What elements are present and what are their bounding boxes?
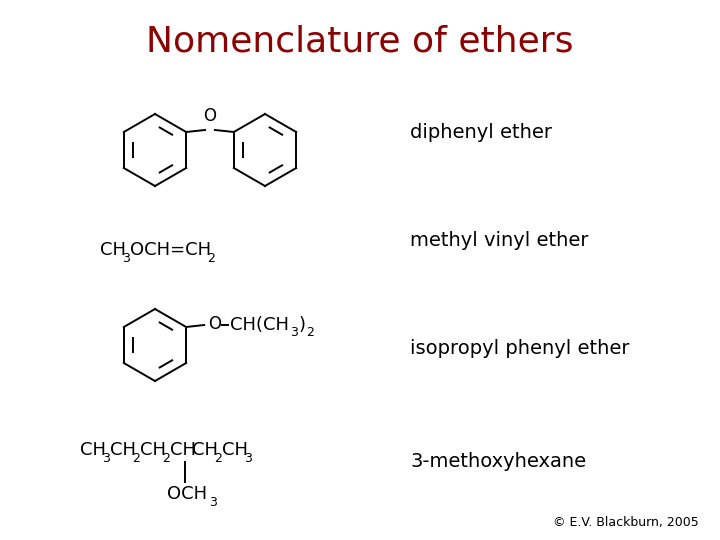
Text: CH: CH [170,441,196,459]
Text: isopropyl phenyl ether: isopropyl phenyl ether [410,339,630,358]
Text: 3: 3 [122,252,130,265]
Text: 3: 3 [244,451,252,464]
Text: O: O [208,315,221,333]
Text: CH: CH [192,441,218,459]
Text: CH: CH [140,441,166,459]
Text: Nomenclature of ethers: Nomenclature of ethers [146,24,574,58]
Text: © E.V. Blackburn, 2005: © E.V. Blackburn, 2005 [553,516,698,529]
Text: 2: 2 [132,451,140,464]
Text: CH: CH [80,441,106,459]
Text: ): ) [298,316,305,334]
Text: CH: CH [100,241,126,259]
Text: 3-methoxyhexane: 3-methoxyhexane [410,452,587,471]
Text: 2: 2 [162,451,170,464]
Text: methyl vinyl ether: methyl vinyl ether [410,231,589,250]
Text: OCH: OCH [167,485,207,503]
Text: CH: CH [222,441,248,459]
Text: 3: 3 [290,327,298,340]
Text: O: O [204,107,217,125]
Text: 2: 2 [207,252,215,265]
Text: diphenyl ether: diphenyl ether [410,123,552,142]
Text: OCH=CH: OCH=CH [130,241,211,259]
Text: CH: CH [110,441,136,459]
Text: 2: 2 [306,327,314,340]
Text: CH(CH: CH(CH [230,316,289,334]
Text: 3: 3 [209,496,217,509]
Text: 3: 3 [102,451,110,464]
Text: 2: 2 [214,451,222,464]
